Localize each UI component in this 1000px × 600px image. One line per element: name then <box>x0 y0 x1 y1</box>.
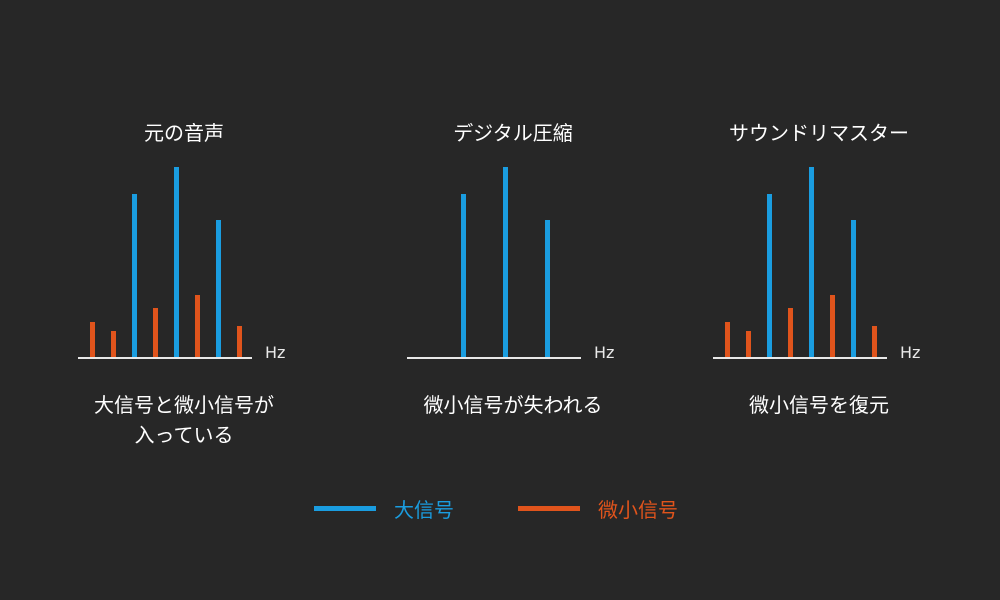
legend-swatch-large <box>314 506 376 511</box>
small-signal-bar <box>153 308 158 358</box>
small-signal-bar <box>746 331 751 358</box>
small-signal-bar <box>725 321 730 358</box>
large-signal-bar <box>132 193 137 358</box>
panel-sound-remaster: サウンドリマスター Hz 微小信号を復元 <box>713 0 943 460</box>
large-signal-bar <box>461 193 466 358</box>
large-signal-bar <box>174 167 179 358</box>
large-signal-bar <box>216 220 221 358</box>
axis-label: Hz <box>900 343 921 362</box>
large-signal-bar <box>767 193 772 358</box>
small-signal-bar <box>195 294 200 358</box>
x-axis <box>407 357 581 359</box>
panel-original: 元の音声 Hz 大信号と微小信号が 入っている <box>78 0 308 460</box>
caption-line: 微小信号を復元 <box>749 393 889 417</box>
x-axis <box>713 357 887 359</box>
panel-title: デジタル圧縮 <box>453 121 573 145</box>
large-signal-bar <box>851 220 856 358</box>
legend-label: 微小信号 <box>598 498 678 522</box>
legend-label: 大信号 <box>394 498 454 522</box>
legend-small-signal: 微小信号 <box>518 494 678 523</box>
legend-large-signal: 大信号 <box>314 494 454 523</box>
small-signal-bar <box>90 321 95 358</box>
panel-caption: 大信号と微小信号が 入っている <box>78 390 290 450</box>
legend-swatch-small <box>518 506 580 511</box>
caption-line: 微小信号が失われる <box>423 393 603 417</box>
large-signal-bar <box>809 167 814 358</box>
caption-line: 入っている <box>134 423 234 447</box>
panel-caption: 微小信号が失われる <box>407 390 619 420</box>
panel-title: サウンドリマスター <box>729 121 909 145</box>
small-signal-bar <box>872 325 877 358</box>
small-signal-bar <box>788 308 793 358</box>
panel-digital-compression: デジタル圧縮 Hz 微小信号が失われる <box>407 0 637 460</box>
panel-caption: 微小信号を復元 <box>713 390 925 420</box>
small-signal-bar <box>237 325 242 358</box>
x-axis <box>78 357 252 359</box>
axis-label: Hz <box>265 343 286 362</box>
large-signal-bar <box>503 167 508 358</box>
small-signal-bar <box>830 294 835 358</box>
axis-label: Hz <box>594 343 615 362</box>
caption-line: 大信号と微小信号が <box>94 393 274 417</box>
large-signal-bar <box>545 220 550 358</box>
small-signal-bar <box>111 331 116 358</box>
panel-title: 元の音声 <box>144 121 224 145</box>
